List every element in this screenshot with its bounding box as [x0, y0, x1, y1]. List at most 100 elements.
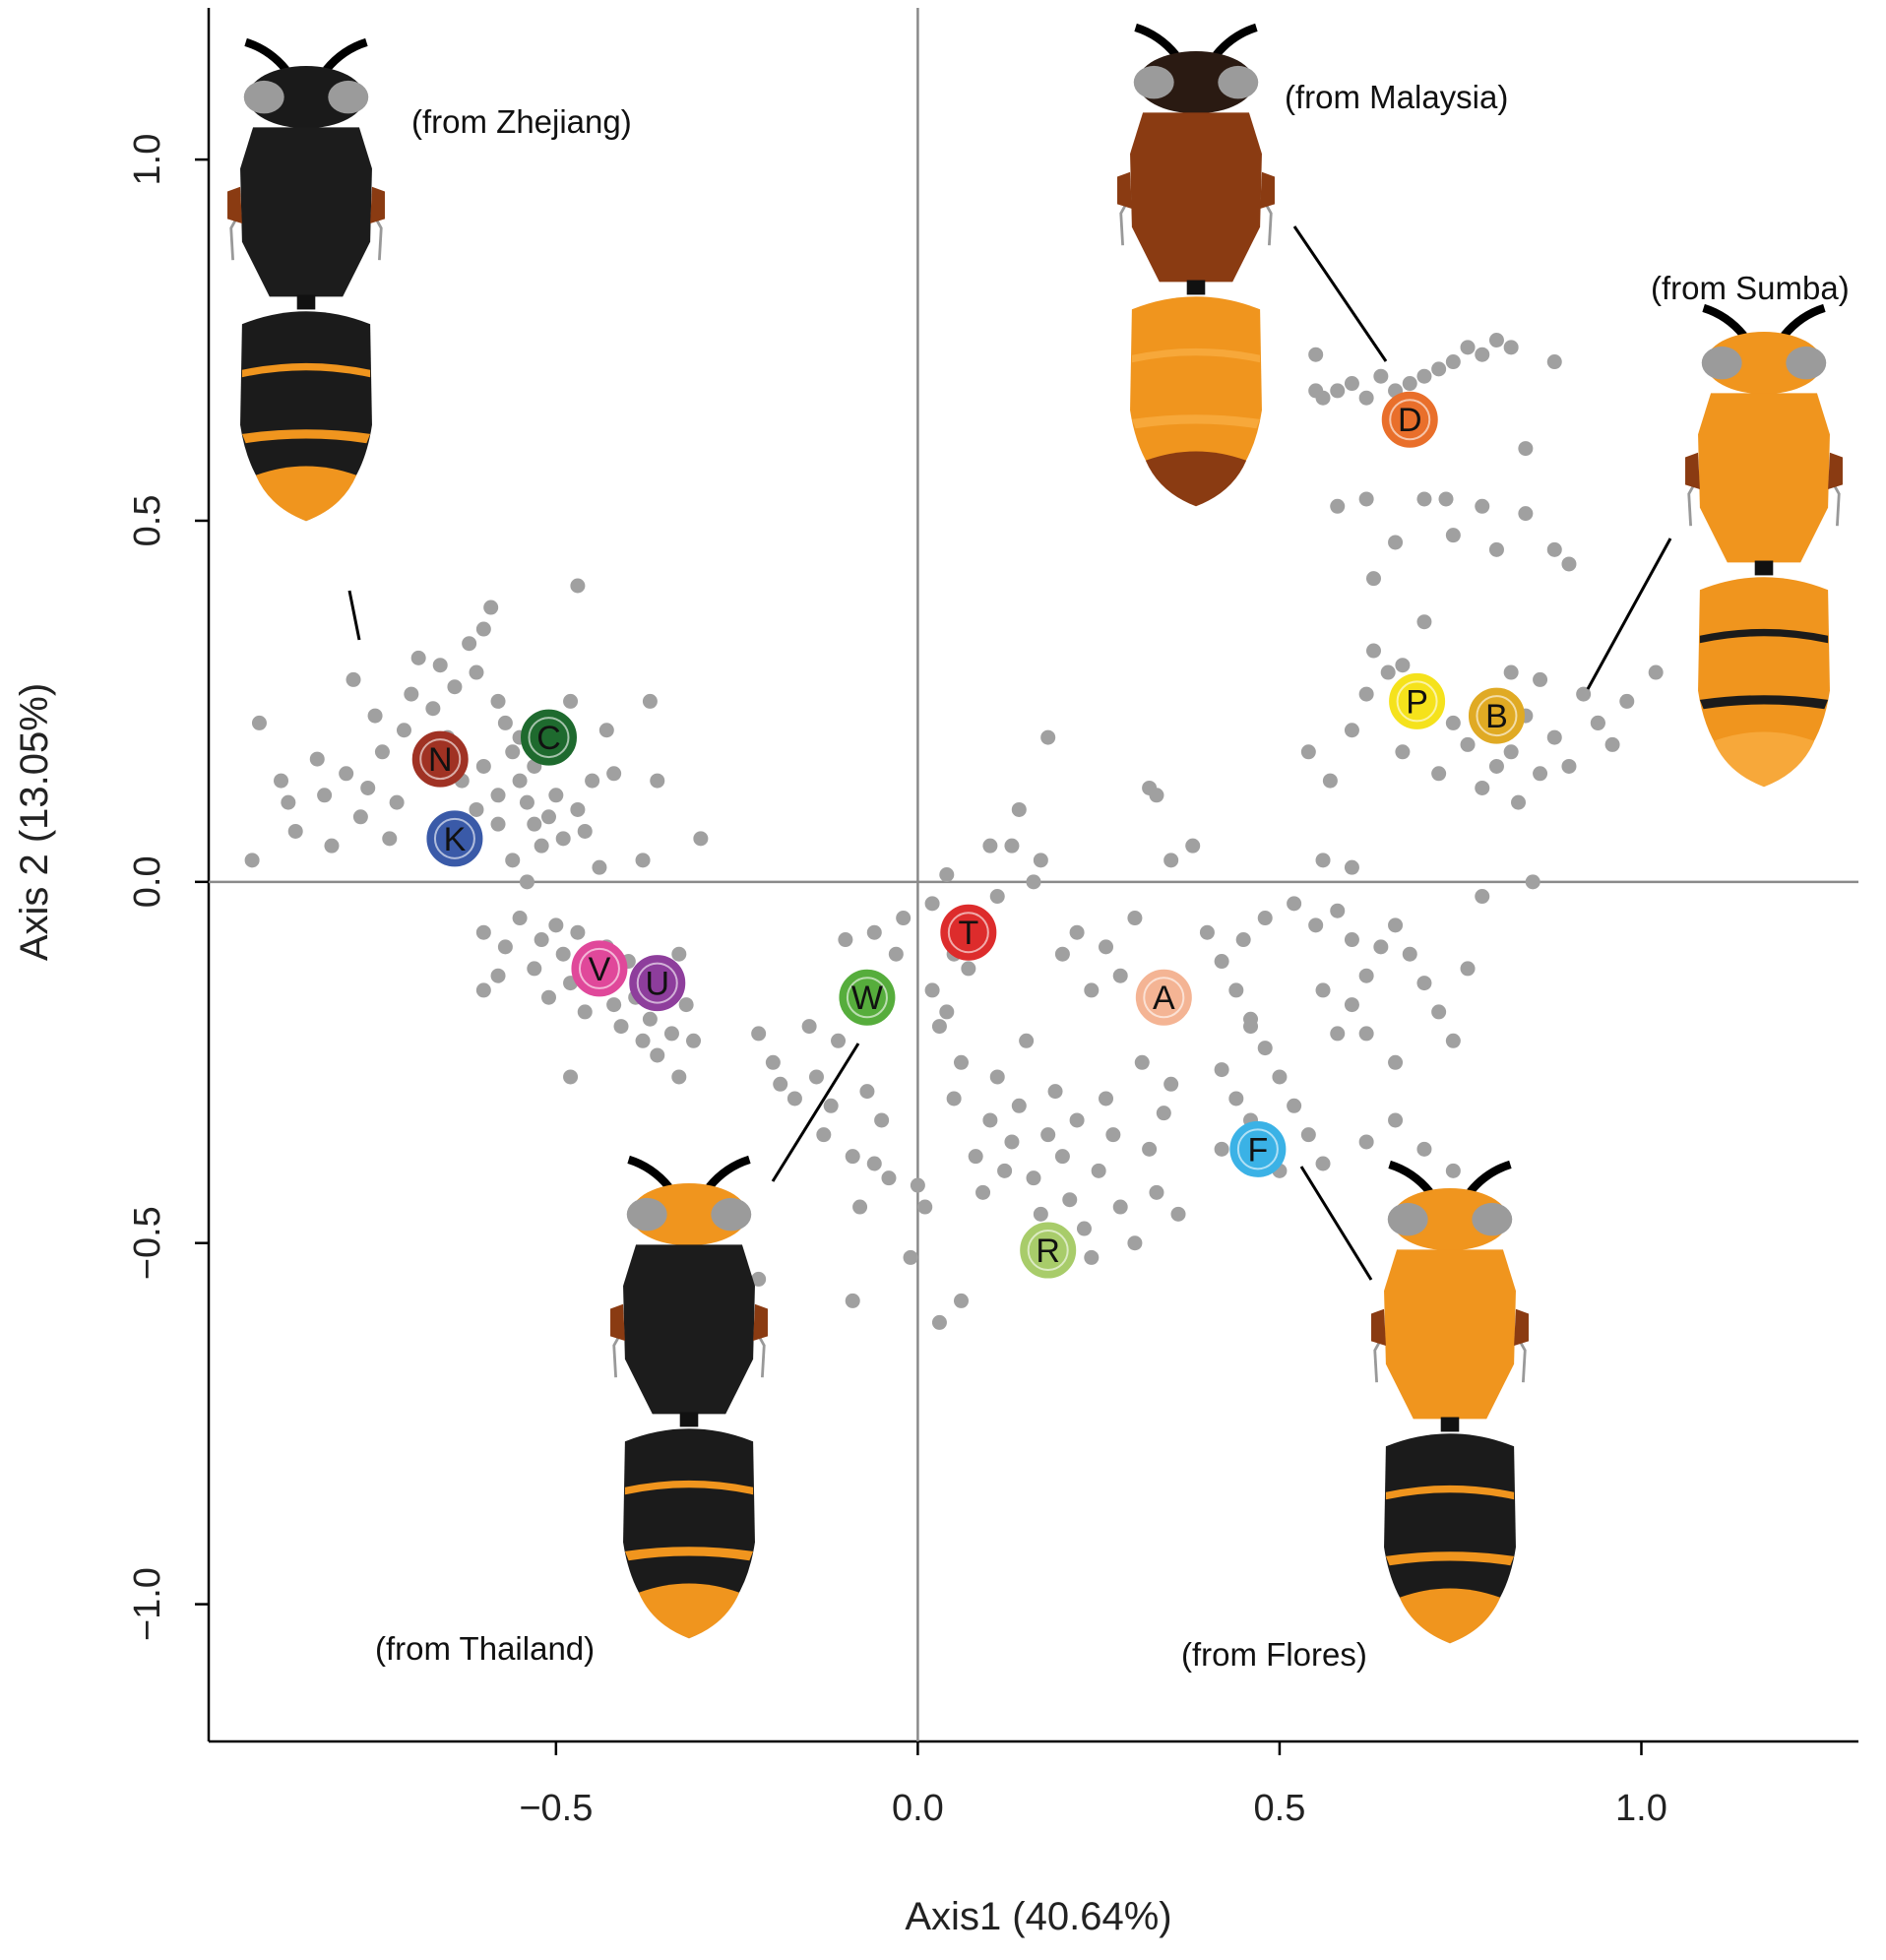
labeled-point-n: N	[411, 730, 469, 788]
data-point	[1388, 917, 1404, 933]
y-tick-label: −1.0	[127, 1567, 168, 1641]
y-axis-ticks: −1.0 −0.5 0.0 0.5 1.0	[127, 134, 209, 1641]
data-point	[1388, 1112, 1404, 1128]
data-point	[570, 801, 586, 817]
data-point	[786, 1091, 802, 1106]
data-point	[1388, 1054, 1404, 1070]
data-point	[859, 1084, 875, 1100]
labeled-point-fill	[1027, 1230, 1069, 1272]
labeled-point-fill	[636, 962, 678, 1004]
data-point	[317, 788, 333, 803]
data-point	[1308, 917, 1324, 933]
data-point	[642, 693, 658, 709]
data-point	[1438, 491, 1454, 507]
data-point	[931, 1019, 947, 1035]
data-point	[548, 917, 564, 933]
data-point	[1272, 1069, 1288, 1085]
data-point	[1084, 982, 1100, 998]
data-point	[1170, 1206, 1186, 1222]
data-point	[1416, 368, 1432, 384]
labeled-point-r: R	[1020, 1222, 1077, 1279]
data-point	[497, 715, 513, 730]
data-point	[1156, 1106, 1171, 1121]
data-point	[989, 1069, 1005, 1085]
data-point	[831, 1033, 847, 1048]
data-point	[382, 831, 398, 847]
x-tick-label: 0.5	[1254, 1788, 1306, 1829]
data-point	[1308, 383, 1324, 399]
data-point	[555, 831, 571, 847]
data-point	[946, 1091, 962, 1106]
data-point	[469, 801, 484, 817]
data-point	[924, 982, 940, 998]
data-point	[251, 715, 267, 730]
data-point	[1503, 664, 1519, 680]
data-point	[1099, 939, 1114, 955]
data-point	[650, 773, 665, 789]
annotation-zhejiang: (from Zhejiang)	[411, 103, 632, 140]
labeled-point-fill	[578, 947, 620, 989]
x-tick-label: 0.0	[892, 1788, 944, 1829]
data-point	[961, 961, 976, 977]
data-point	[490, 788, 506, 803]
data-point	[1026, 874, 1041, 890]
data-point	[1040, 1127, 1056, 1143]
data-point	[1163, 1076, 1179, 1092]
data-point	[490, 968, 506, 983]
data-point	[469, 664, 484, 680]
data-point	[598, 723, 614, 738]
data-point	[642, 1011, 658, 1027]
data-point	[1475, 498, 1490, 514]
y-axis-title: Axis 2 (13.05%)	[13, 683, 56, 961]
data-point	[1416, 614, 1432, 630]
data-point	[475, 924, 491, 940]
data-point	[845, 1293, 860, 1308]
data-point	[910, 1177, 925, 1193]
y-tick-label: 0.0	[127, 855, 168, 908]
data-point	[1308, 347, 1324, 362]
data-point	[1460, 340, 1476, 355]
data-point	[650, 1047, 665, 1063]
data-point	[671, 946, 687, 962]
labeled-point-label: T	[958, 915, 978, 952]
labeled-point-k: K	[426, 810, 483, 867]
hornet-illustration-thailand	[610, 1155, 768, 1639]
data-point	[1011, 1098, 1027, 1113]
data-point	[1163, 853, 1179, 868]
labeled-point-p: P	[1389, 672, 1446, 729]
y-tick-label: −0.5	[127, 1206, 168, 1280]
data-point	[1047, 1084, 1063, 1100]
data-point	[888, 946, 904, 962]
leader-line-sumba	[1586, 537, 1672, 690]
data-point	[1112, 1199, 1128, 1215]
data-point	[953, 1054, 969, 1070]
labeled-point-label: N	[428, 741, 453, 779]
data-point	[570, 924, 586, 940]
data-point	[686, 1033, 702, 1048]
data-point	[1322, 773, 1338, 789]
data-point	[663, 1026, 679, 1042]
data-point	[339, 766, 354, 782]
data-point	[1546, 354, 1562, 370]
data-point	[1503, 340, 1519, 355]
data-point	[1358, 968, 1374, 983]
data-point	[1488, 758, 1504, 774]
data-point	[1330, 383, 1346, 399]
data-point	[838, 932, 853, 948]
data-point	[845, 1149, 860, 1165]
data-point	[1026, 1170, 1041, 1186]
data-point	[1373, 939, 1389, 955]
data-point	[801, 1019, 817, 1035]
labeled-point-label: F	[1247, 1131, 1268, 1169]
data-point	[1445, 715, 1461, 730]
data-point	[1445, 1163, 1461, 1178]
labeled-point-fill	[433, 817, 475, 859]
data-point	[1243, 1019, 1259, 1035]
data-point	[1287, 896, 1302, 912]
data-point	[1004, 838, 1020, 854]
data-point	[563, 1069, 579, 1085]
data-point	[1011, 801, 1027, 817]
data-point	[1533, 671, 1548, 687]
labeled-point-fill	[1236, 1128, 1279, 1170]
